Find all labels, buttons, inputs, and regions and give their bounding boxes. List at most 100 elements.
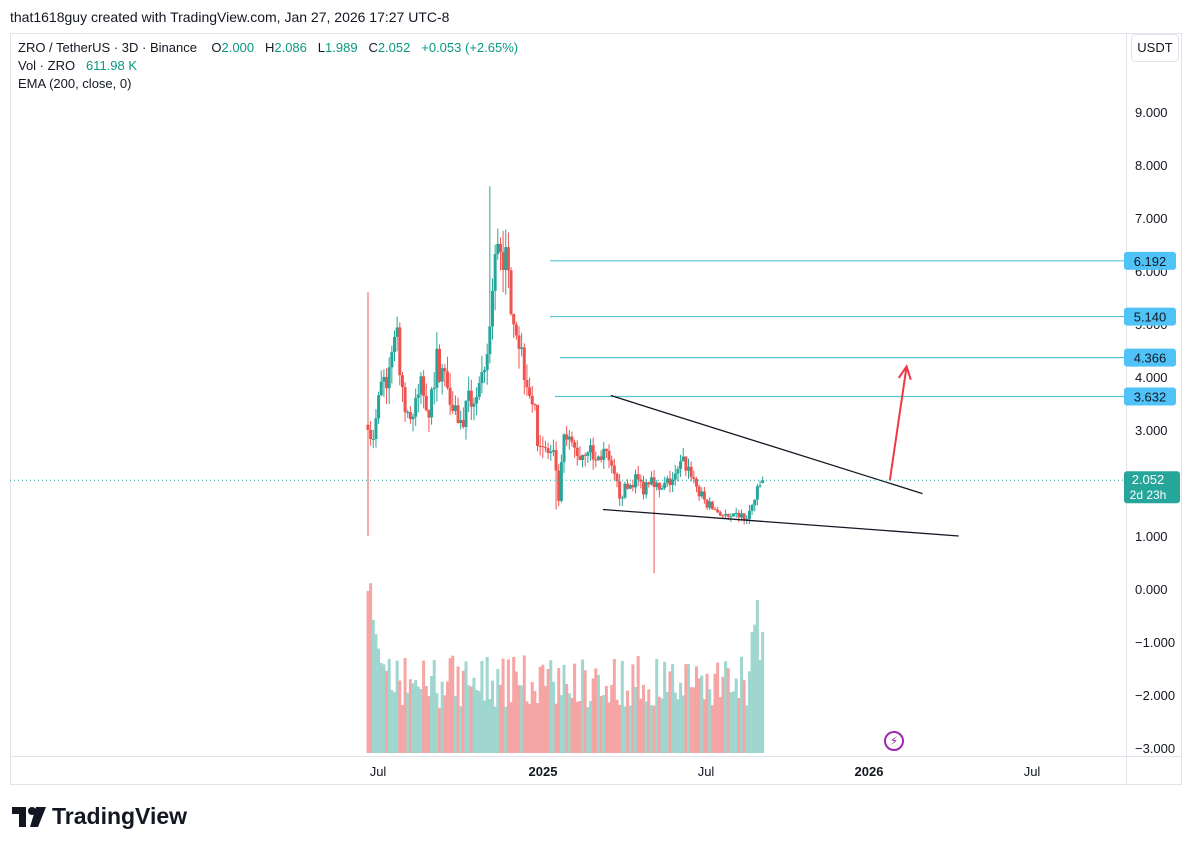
level-price-tag — [1124, 307, 1176, 326]
volume-bar — [604, 686, 608, 753]
candle-body — [668, 478, 672, 485]
candle-body — [620, 497, 624, 499]
candle-body — [594, 459, 598, 461]
x-tick-label: Jul — [370, 764, 387, 779]
candle-body — [554, 450, 558, 471]
candle-body — [716, 509, 720, 513]
candle-body — [742, 513, 746, 521]
candle-body — [589, 445, 593, 453]
volume-bar — [541, 664, 545, 753]
candle-body — [578, 456, 582, 461]
candle-body — [517, 335, 521, 349]
candle-body — [427, 410, 431, 418]
candle-body — [604, 448, 608, 451]
volume-bar — [366, 591, 370, 753]
candle-body — [575, 447, 579, 457]
candle-body — [581, 454, 585, 461]
y-tick-label: 9.000 — [1135, 105, 1168, 120]
candle-body — [469, 390, 473, 407]
x-tick-label: 2025 — [529, 764, 558, 779]
volume-bar — [506, 659, 510, 753]
volume-bar — [761, 631, 765, 753]
volume-value: 611.98 K — [85, 58, 138, 73]
candle-body — [612, 465, 616, 474]
volume-bar — [591, 678, 595, 753]
candle-body — [525, 380, 529, 388]
volume-bar — [549, 660, 553, 753]
volume-bar — [612, 658, 616, 753]
volume-bar — [641, 684, 645, 753]
volume-bar — [427, 696, 431, 753]
volume-bar — [369, 583, 373, 753]
candle-body — [739, 513, 743, 518]
arrow-shaft[interactable] — [888, 366, 908, 481]
volume-bar — [448, 658, 452, 753]
volume-bar — [517, 685, 521, 753]
y-tick-label: 1.000 — [1135, 529, 1168, 544]
volume-bar — [432, 659, 436, 753]
volume-bar — [530, 682, 534, 753]
volume-bar — [573, 663, 577, 753]
symbol-name[interactable]: ZRO / TetherUS · 3D · Binance — [18, 40, 197, 55]
change-value: +0.053 (+2.65%) — [421, 40, 519, 55]
candle-body — [472, 403, 476, 407]
candle-body — [631, 485, 635, 488]
candle-body — [459, 420, 463, 423]
volume-bar — [496, 668, 500, 753]
candle-body — [451, 404, 455, 411]
volume-bar — [559, 695, 563, 753]
volume-bar — [392, 692, 396, 753]
chart-frame[interactable] — [10, 33, 1182, 785]
candle-body — [543, 447, 547, 449]
candle-body — [416, 394, 420, 398]
candle-body — [461, 420, 465, 427]
candle-body — [676, 468, 680, 474]
candle-body — [681, 456, 685, 462]
trendline[interactable] — [610, 394, 923, 495]
volume-bar — [758, 660, 762, 753]
candle-body — [387, 367, 391, 389]
candle-body — [573, 442, 577, 448]
currency-button[interactable]: USDT — [1131, 34, 1179, 62]
candle-body — [395, 327, 399, 337]
candle-body — [710, 501, 714, 509]
attribution-text: that1618guy created with TradingView.com… — [10, 9, 450, 25]
volume-bar — [440, 681, 444, 753]
volume-bar — [377, 648, 381, 753]
candle-body — [663, 482, 667, 489]
volume-bar — [689, 687, 693, 753]
level-price-label: 4.366 — [1134, 351, 1167, 366]
open-value: 2.000 — [221, 40, 255, 55]
volume-bar — [387, 658, 391, 753]
candle-body — [514, 324, 518, 336]
candle-body — [649, 477, 653, 485]
candle-body — [424, 395, 428, 411]
candle-body — [628, 485, 632, 489]
volume-bar — [692, 687, 696, 753]
candle-body — [448, 387, 452, 405]
tradingview-logo: TradingView — [12, 803, 187, 830]
volume-label[interactable]: Vol · ZRO — [18, 58, 76, 73]
volume-bar — [459, 706, 463, 753]
trendline[interactable] — [602, 508, 959, 537]
volume-bar — [589, 701, 593, 753]
volume-bar — [755, 599, 759, 753]
volume-bar — [371, 619, 375, 753]
volume-bar — [700, 675, 704, 753]
volume-bar — [406, 692, 410, 753]
candle-body — [753, 499, 757, 506]
candle-body — [485, 354, 489, 371]
volume-bar — [586, 707, 590, 753]
volume-bar — [718, 697, 722, 753]
flash-icon[interactable]: ⚡ — [884, 731, 904, 751]
candle-body — [671, 479, 675, 485]
ema-indicator-label[interactable]: EMA (200, close, 0) — [18, 76, 132, 91]
volume-bar — [565, 684, 569, 753]
arrow-head[interactable] — [897, 364, 912, 381]
candle-body — [467, 390, 471, 401]
candle-body — [392, 336, 396, 353]
volume-row: Vol · ZRO 611.98 K — [18, 57, 518, 75]
candle-body — [626, 483, 630, 489]
candle-body — [623, 483, 627, 498]
